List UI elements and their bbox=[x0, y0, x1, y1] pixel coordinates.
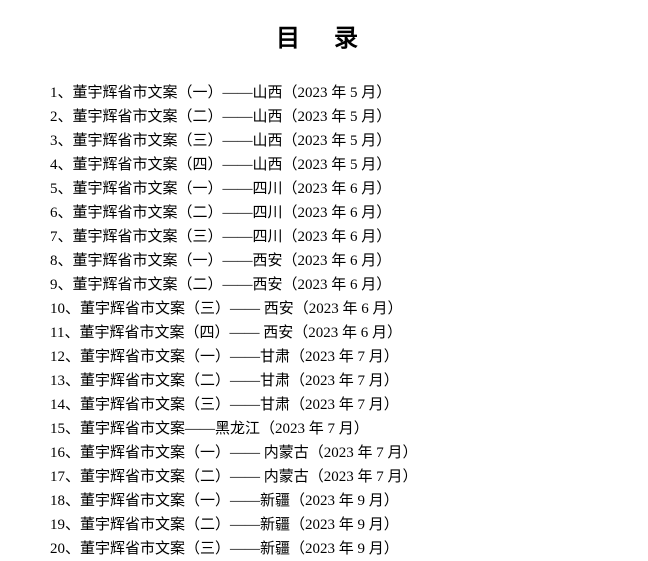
toc-item-text: 董宇辉省市文案（二）——四川（2023 年 6 月） bbox=[73, 205, 392, 221]
toc-item-number: 3 bbox=[50, 133, 58, 149]
page-title: 目 录 bbox=[50, 18, 598, 53]
toc-list: 1、董宇辉省市文案（一）——山西（2023 年 5 月）2、董宇辉省市文案（二）… bbox=[50, 81, 598, 561]
toc-item-text: 董宇辉省市文案（二）——甘肃（2023 年 7 月） bbox=[80, 373, 399, 389]
toc-item-text: 董宇辉省市文案（三）——四川（2023 年 6 月） bbox=[73, 229, 392, 245]
toc-item: 12、董宇辉省市文案（一）——甘肃（2023 年 7 月） bbox=[50, 345, 598, 369]
toc-item-separator: 、 bbox=[65, 421, 80, 437]
toc-item-separator: 、 bbox=[58, 133, 73, 149]
toc-item: 19、董宇辉省市文案（二）——新疆（2023 年 9 月） bbox=[50, 513, 598, 537]
toc-item-text: 董宇辉省市文案——黑龙江（2023 年 7 月） bbox=[80, 421, 369, 437]
toc-item-separator: 、 bbox=[65, 373, 80, 389]
toc-item-separator: 、 bbox=[58, 205, 73, 221]
toc-item-text: 董宇辉省市文案（一）——西安（2023 年 6 月） bbox=[73, 253, 392, 269]
toc-item-text: 董宇辉省市文案（二）——西安（2023 年 6 月） bbox=[73, 277, 392, 293]
toc-item-number: 5 bbox=[50, 181, 58, 197]
toc-item-number: 9 bbox=[50, 277, 58, 293]
toc-item: 5、董宇辉省市文案（一）——四川（2023 年 6 月） bbox=[50, 177, 598, 201]
toc-item: 13、董宇辉省市文案（二）——甘肃（2023 年 7 月） bbox=[50, 369, 598, 393]
toc-item: 11、董宇辉省市文案（四）—— 西安（2023 年 6 月） bbox=[50, 321, 598, 345]
toc-item: 14、董宇辉省市文案（三）——甘肃（2023 年 7 月） bbox=[50, 393, 598, 417]
toc-item: 8、董宇辉省市文案（一）——西安（2023 年 6 月） bbox=[50, 249, 598, 273]
toc-item-number: 6 bbox=[50, 205, 58, 221]
toc-item: 2、董宇辉省市文案（二）——山西（2023 年 5 月） bbox=[50, 105, 598, 129]
toc-item-number: 16 bbox=[50, 445, 65, 461]
toc-item-text: 董宇辉省市文案（四）—— 西安（2023 年 6 月） bbox=[79, 325, 402, 341]
toc-item: 1、董宇辉省市文案（一）——山西（2023 年 5 月） bbox=[50, 81, 598, 105]
toc-item-number: 8 bbox=[50, 253, 58, 269]
toc-item-number: 17 bbox=[50, 469, 65, 485]
toc-item: 7、董宇辉省市文案（三）——四川（2023 年 6 月） bbox=[50, 225, 598, 249]
toc-item: 17、董宇辉省市文案（二）—— 内蒙古（2023 年 7 月） bbox=[50, 465, 598, 489]
toc-item-text: 董宇辉省市文案（一）——新疆（2023 年 9 月） bbox=[80, 493, 399, 509]
toc-item-number: 15 bbox=[50, 421, 65, 437]
toc-item-separator: 、 bbox=[58, 157, 73, 173]
toc-item-text: 董宇辉省市文案（一）——四川（2023 年 6 月） bbox=[73, 181, 392, 197]
toc-item-separator: 、 bbox=[64, 325, 79, 341]
toc-item-separator: 、 bbox=[65, 445, 80, 461]
toc-item-text: 董宇辉省市文案（一）—— 内蒙古（2023 年 7 月） bbox=[80, 445, 418, 461]
toc-item-number: 12 bbox=[50, 349, 65, 365]
toc-item-separator: 、 bbox=[65, 469, 80, 485]
toc-item-text: 董宇辉省市文案（三）——山西（2023 年 5 月） bbox=[73, 133, 392, 149]
toc-item-number: 11 bbox=[50, 325, 64, 341]
document-page: 目 录 1、董宇辉省市文案（一）——山西（2023 年 5 月）2、董宇辉省市文… bbox=[0, 0, 648, 561]
toc-item: 4、董宇辉省市文案（四）——山西（2023 年 5 月） bbox=[50, 153, 598, 177]
toc-item-text: 董宇辉省市文案（四）——山西（2023 年 5 月） bbox=[73, 157, 392, 173]
toc-item-separator: 、 bbox=[58, 277, 73, 293]
toc-item: 16、董宇辉省市文案（一）—— 内蒙古（2023 年 7 月） bbox=[50, 441, 598, 465]
toc-item-number: 13 bbox=[50, 373, 65, 389]
toc-item-text: 董宇辉省市文案（二）—— 内蒙古（2023 年 7 月） bbox=[80, 469, 418, 485]
toc-item-separator: 、 bbox=[65, 517, 80, 533]
toc-item-number: 14 bbox=[50, 397, 65, 413]
toc-item-separator: 、 bbox=[58, 229, 73, 245]
toc-item: 15、董宇辉省市文案——黑龙江（2023 年 7 月） bbox=[50, 417, 598, 441]
toc-item-number: 4 bbox=[50, 157, 58, 173]
toc-item-number: 2 bbox=[50, 109, 58, 125]
toc-item-separator: 、 bbox=[65, 493, 80, 509]
toc-item-separator: 、 bbox=[65, 301, 80, 317]
toc-item-separator: 、 bbox=[58, 85, 73, 101]
toc-item-number: 18 bbox=[50, 493, 65, 509]
toc-item-number: 7 bbox=[50, 229, 58, 245]
toc-item-text: 董宇辉省市文案（三）—— 西安（2023 年 6 月） bbox=[80, 301, 403, 317]
toc-item: 3、董宇辉省市文案（三）——山西（2023 年 5 月） bbox=[50, 129, 598, 153]
toc-item-text: 董宇辉省市文案（二）——山西（2023 年 5 月） bbox=[73, 109, 392, 125]
toc-item-separator: 、 bbox=[65, 349, 80, 365]
toc-item-separator: 、 bbox=[58, 253, 73, 269]
toc-item: 18、董宇辉省市文案（一）——新疆（2023 年 9 月） bbox=[50, 489, 598, 513]
toc-item: 20、董宇辉省市文案（三）——新疆（2023 年 9 月） bbox=[50, 537, 598, 561]
toc-item-text: 董宇辉省市文案（一）——山西（2023 年 5 月） bbox=[73, 85, 392, 101]
toc-item-text: 董宇辉省市文案（三）——甘肃（2023 年 7 月） bbox=[80, 397, 399, 413]
toc-item: 9、董宇辉省市文案（二）——西安（2023 年 6 月） bbox=[50, 273, 598, 297]
toc-item-number: 20 bbox=[50, 541, 65, 557]
toc-item-number: 1 bbox=[50, 85, 58, 101]
toc-item-separator: 、 bbox=[65, 397, 80, 413]
toc-item-separator: 、 bbox=[65, 541, 80, 557]
toc-item-number: 19 bbox=[50, 517, 65, 533]
toc-item-text: 董宇辉省市文案（三）——新疆（2023 年 9 月） bbox=[80, 541, 399, 557]
toc-item-separator: 、 bbox=[58, 109, 73, 125]
toc-item-number: 10 bbox=[50, 301, 65, 317]
toc-item-text: 董宇辉省市文案（二）——新疆（2023 年 9 月） bbox=[80, 517, 399, 533]
toc-item: 10、董宇辉省市文案（三）—— 西安（2023 年 6 月） bbox=[50, 297, 598, 321]
toc-item-separator: 、 bbox=[58, 181, 73, 197]
toc-item-text: 董宇辉省市文案（一）——甘肃（2023 年 7 月） bbox=[80, 349, 399, 365]
toc-item: 6、董宇辉省市文案（二）——四川（2023 年 6 月） bbox=[50, 201, 598, 225]
